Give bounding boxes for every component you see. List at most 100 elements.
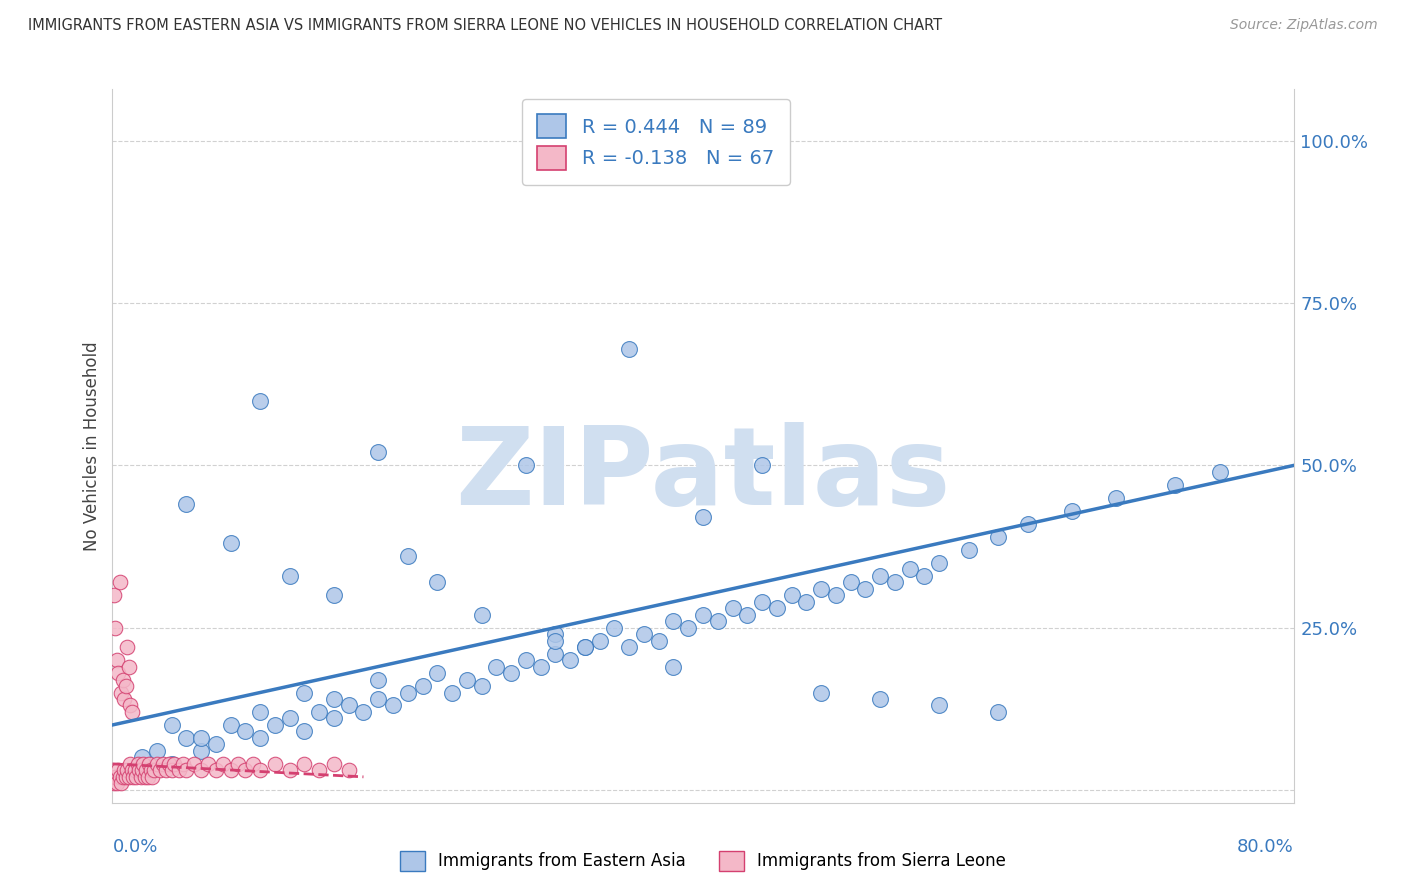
Point xyxy=(869,692,891,706)
Point xyxy=(157,756,180,771)
Point xyxy=(426,575,449,590)
Point xyxy=(987,705,1010,719)
Point xyxy=(928,698,950,713)
Point xyxy=(131,750,153,764)
Point xyxy=(226,756,249,771)
Point xyxy=(692,510,714,524)
Point xyxy=(132,756,155,771)
Point xyxy=(233,724,256,739)
Point xyxy=(138,756,160,771)
Y-axis label: No Vehicles in Household: No Vehicles in Household xyxy=(83,341,101,551)
Point xyxy=(839,575,862,590)
Point xyxy=(146,756,169,771)
Point xyxy=(128,764,150,778)
Point xyxy=(104,621,127,635)
Point xyxy=(751,595,773,609)
Point xyxy=(190,744,212,758)
Point xyxy=(107,666,129,681)
Point xyxy=(110,776,132,790)
Point xyxy=(308,764,330,778)
Point xyxy=(219,764,242,778)
Point xyxy=(574,640,596,654)
Point xyxy=(957,542,980,557)
Point xyxy=(898,562,921,576)
Point xyxy=(323,711,346,725)
Point xyxy=(737,607,759,622)
Point xyxy=(120,756,142,771)
Point xyxy=(111,770,134,784)
Point xyxy=(264,718,287,732)
Point xyxy=(125,770,148,784)
Point xyxy=(135,764,157,778)
Point xyxy=(884,575,907,590)
Text: IMMIGRANTS FROM EASTERN ASIA VS IMMIGRANTS FROM SIERRA LEONE NO VEHICLES IN HOUS: IMMIGRANTS FROM EASTERN ASIA VS IMMIGRAN… xyxy=(28,18,942,33)
Point xyxy=(662,659,685,673)
Point xyxy=(118,770,141,784)
Point xyxy=(323,588,346,602)
Point xyxy=(112,764,135,778)
Point xyxy=(780,588,803,602)
Point xyxy=(855,582,877,596)
Point xyxy=(647,633,671,648)
Text: ZIPatlas: ZIPatlas xyxy=(456,422,950,527)
Point xyxy=(337,698,360,713)
Point xyxy=(134,770,156,784)
Point xyxy=(112,692,135,706)
Point xyxy=(515,653,537,667)
Point xyxy=(114,770,136,784)
Point xyxy=(107,764,129,778)
Point xyxy=(172,756,194,771)
Point xyxy=(1105,491,1128,505)
Point xyxy=(163,756,186,771)
Point xyxy=(706,614,728,628)
Point xyxy=(1062,504,1084,518)
Point xyxy=(103,588,125,602)
Point xyxy=(292,724,315,739)
Point xyxy=(205,738,228,752)
Point xyxy=(219,718,242,732)
Point xyxy=(249,731,271,745)
Point xyxy=(264,756,287,771)
Point xyxy=(367,673,389,687)
Point xyxy=(529,659,551,673)
Point xyxy=(337,764,360,778)
Point xyxy=(118,659,141,673)
Point xyxy=(692,607,714,622)
Point xyxy=(633,627,655,641)
Point xyxy=(124,764,146,778)
Point xyxy=(810,582,832,596)
Point xyxy=(278,711,301,725)
Point xyxy=(212,756,235,771)
Point xyxy=(1208,465,1232,479)
Point xyxy=(121,764,143,778)
Point xyxy=(396,549,419,564)
Point xyxy=(167,764,190,778)
Point xyxy=(544,647,567,661)
Point xyxy=(149,764,172,778)
Point xyxy=(233,764,256,778)
Point xyxy=(558,653,582,667)
Point xyxy=(501,666,523,681)
Point xyxy=(160,718,183,732)
Point xyxy=(152,756,174,771)
Point xyxy=(108,575,131,590)
Point xyxy=(323,756,346,771)
Text: 80.0%: 80.0% xyxy=(1237,838,1294,856)
Point xyxy=(120,698,142,713)
Point xyxy=(122,770,145,784)
Point xyxy=(121,705,143,719)
Point xyxy=(155,764,177,778)
Point xyxy=(1164,478,1187,492)
Point xyxy=(105,776,128,790)
Point xyxy=(619,342,641,356)
Point xyxy=(278,568,301,582)
Point xyxy=(160,764,183,778)
Point xyxy=(456,673,478,687)
Point xyxy=(174,764,197,778)
Point xyxy=(396,685,419,699)
Point xyxy=(810,685,832,699)
Point xyxy=(928,556,950,570)
Point xyxy=(139,764,162,778)
Point xyxy=(110,685,132,699)
Point xyxy=(108,770,131,784)
